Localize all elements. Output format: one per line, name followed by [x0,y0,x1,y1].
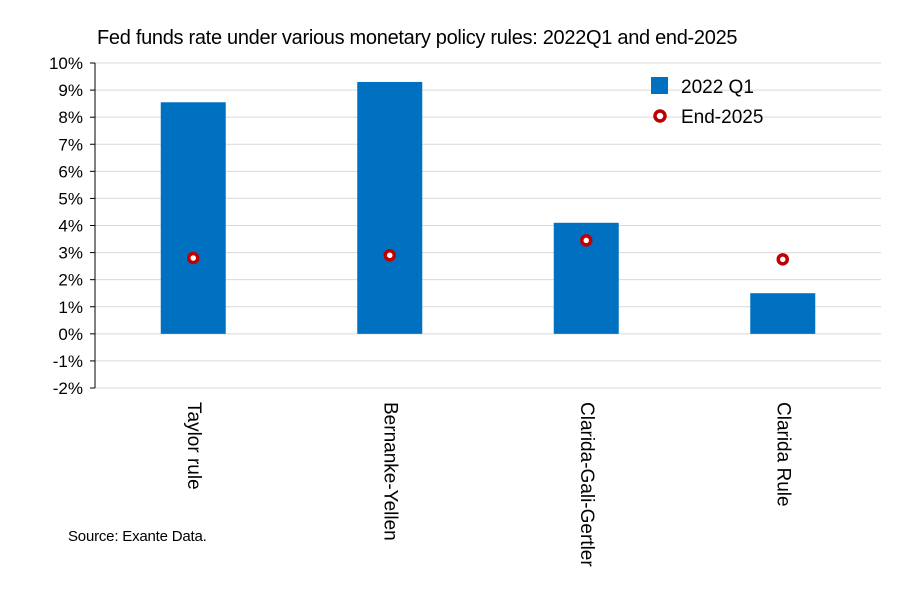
x-tick-label: Clarida-Gali-Gertler [576,402,597,567]
chart-title: Fed funds rate under various monetary po… [97,27,738,49]
marker-point [187,251,200,265]
source-note: Source: Exante Data. [68,528,207,545]
legend: 2022 Q1 End-2025 [651,77,763,128]
x-tick-label: Bernanke-Yellen [379,402,400,541]
marker-series [187,234,789,266]
y-tick-label: 0% [58,325,83,344]
y-tick-label: -1% [53,352,83,371]
marker-point [383,249,396,262]
x-tick-label: Taylor rule [183,402,204,490]
legend-label-2022q1: 2022 Q1 [681,77,754,98]
y-tick-label: 7% [58,135,83,154]
y-tick-label: 1% [58,298,83,317]
y-axis: -2% -1% 0% 1% 2% 3% 4% 5% 6% 7% 8% 9% 10% [49,54,96,398]
y-tick-label: 3% [58,244,83,263]
legend-swatch-end2025 [653,109,667,123]
bar-series [160,81,816,334]
marker-point [776,253,789,266]
legend-label-end2025: End-2025 [681,107,763,128]
bar [357,81,423,334]
y-tick-label: 10% [49,54,83,73]
gridlines [95,62,881,389]
y-tick-label: 8% [58,108,83,127]
y-tick-label: 9% [58,81,83,100]
y-tick-label: 5% [58,189,83,208]
y-tick-label: 2% [58,271,83,290]
bar [160,102,226,334]
y-tick-label: 4% [58,217,83,236]
marker-point [580,234,593,247]
y-tick-label: -2% [53,379,83,398]
x-tick-label: Clarida Rule [772,402,793,507]
legend-swatch-2022q1 [651,77,668,94]
x-axis: Taylor rule Bernanke-Yellen Clarida-Gali-G… [183,402,794,567]
y-tick-label: 6% [58,162,83,181]
bar [750,293,816,334]
